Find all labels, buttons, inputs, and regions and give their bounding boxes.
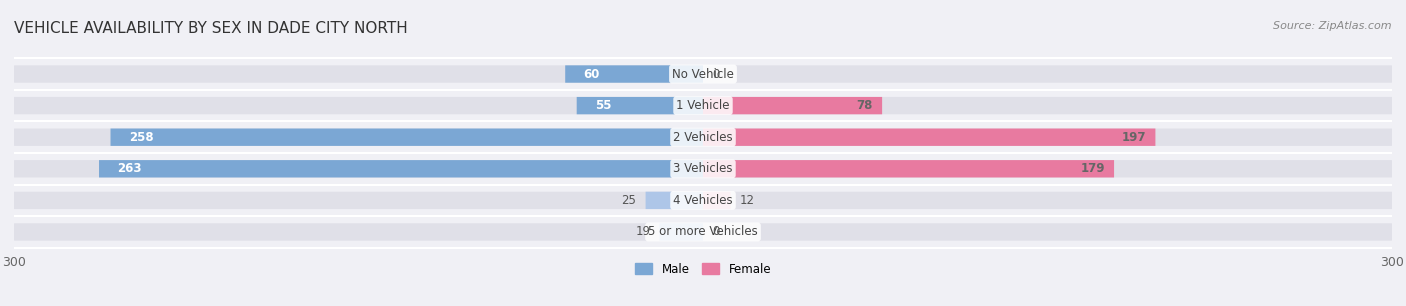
FancyBboxPatch shape: [703, 160, 1114, 177]
FancyBboxPatch shape: [98, 160, 703, 177]
FancyBboxPatch shape: [703, 97, 882, 114]
FancyBboxPatch shape: [565, 65, 703, 83]
FancyBboxPatch shape: [659, 223, 703, 241]
FancyBboxPatch shape: [14, 192, 1392, 209]
Text: 5 or more Vehicles: 5 or more Vehicles: [648, 226, 758, 238]
Text: 78: 78: [856, 99, 873, 112]
Text: 25: 25: [621, 194, 637, 207]
FancyBboxPatch shape: [645, 192, 703, 209]
Text: 179: 179: [1080, 162, 1105, 175]
Legend: Male, Female: Male, Female: [630, 258, 776, 280]
FancyBboxPatch shape: [703, 192, 731, 209]
Text: 12: 12: [740, 194, 755, 207]
Text: 1 Vehicle: 1 Vehicle: [676, 99, 730, 112]
Text: 60: 60: [583, 68, 600, 80]
FancyBboxPatch shape: [576, 97, 703, 114]
FancyBboxPatch shape: [111, 129, 703, 146]
FancyBboxPatch shape: [703, 129, 1156, 146]
Text: 2 Vehicles: 2 Vehicles: [673, 131, 733, 144]
FancyBboxPatch shape: [14, 223, 1392, 241]
Text: No Vehicle: No Vehicle: [672, 68, 734, 80]
Text: 197: 197: [1122, 131, 1146, 144]
Text: 258: 258: [129, 131, 153, 144]
FancyBboxPatch shape: [14, 65, 1392, 83]
Text: 3 Vehicles: 3 Vehicles: [673, 162, 733, 175]
FancyBboxPatch shape: [14, 160, 1392, 177]
Text: 263: 263: [117, 162, 142, 175]
FancyBboxPatch shape: [14, 129, 1392, 146]
FancyBboxPatch shape: [14, 97, 1392, 114]
Text: 55: 55: [595, 99, 612, 112]
Text: 0: 0: [713, 226, 720, 238]
Text: 4 Vehicles: 4 Vehicles: [673, 194, 733, 207]
Text: 19: 19: [636, 226, 650, 238]
Text: VEHICLE AVAILABILITY BY SEX IN DADE CITY NORTH: VEHICLE AVAILABILITY BY SEX IN DADE CITY…: [14, 21, 408, 36]
Text: Source: ZipAtlas.com: Source: ZipAtlas.com: [1274, 21, 1392, 32]
Text: 0: 0: [713, 68, 720, 80]
